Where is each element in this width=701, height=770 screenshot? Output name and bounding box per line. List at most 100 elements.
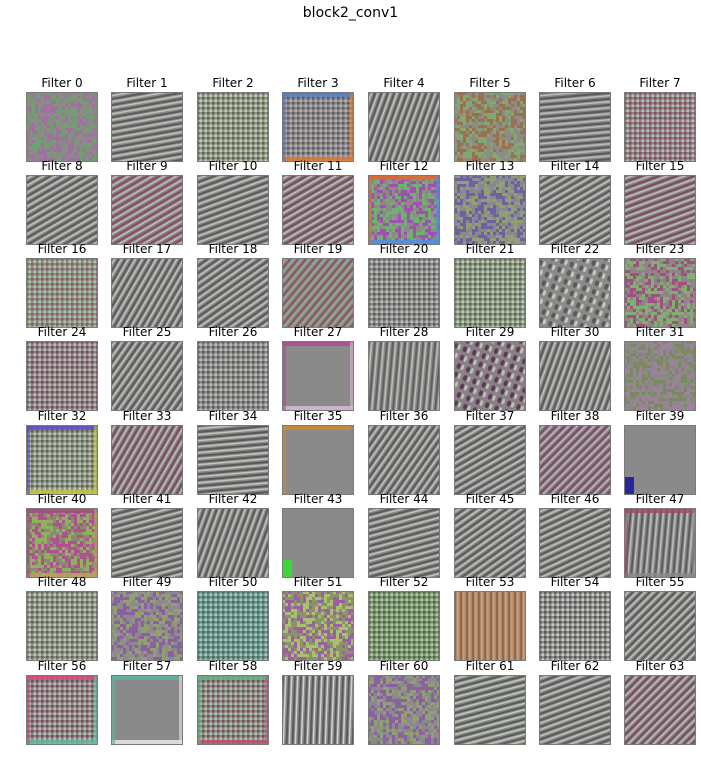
filter-caption: Filter 10 [208, 159, 258, 173]
filter-image [368, 591, 440, 661]
filter-caption: Filter 37 [465, 409, 515, 423]
filter-caption: Filter 20 [379, 242, 429, 256]
filter-image [282, 508, 354, 578]
filter-image [26, 675, 98, 745]
filter-caption: Filter 12 [379, 159, 429, 173]
filter-caption: Filter 4 [383, 76, 425, 90]
filter-caption: Filter 1 [126, 76, 168, 90]
filter-image [26, 92, 98, 162]
filter-caption: Filter 27 [293, 325, 343, 339]
filter-image [539, 175, 611, 245]
filter-caption: Filter 34 [208, 409, 258, 423]
filter-caption: Filter 50 [208, 575, 258, 589]
filter-image [368, 675, 440, 745]
filter-caption: Filter 28 [379, 325, 429, 339]
filter-caption: Filter 38 [550, 409, 600, 423]
filter-caption: Filter 19 [293, 242, 343, 256]
filter-image [368, 175, 440, 245]
filter-image [111, 341, 183, 411]
filter-caption: Filter 39 [635, 409, 685, 423]
filter-caption: Filter 60 [379, 659, 429, 673]
filter-caption: Filter 56 [37, 659, 87, 673]
filter-image [368, 92, 440, 162]
filter-image [197, 425, 269, 495]
filter-caption: Filter 21 [465, 242, 515, 256]
filter-caption: Filter 44 [379, 492, 429, 506]
filter-image [624, 92, 696, 162]
filter-caption: Filter 59 [293, 659, 343, 673]
filter-image [26, 425, 98, 495]
filter-image [111, 425, 183, 495]
filter-image [539, 92, 611, 162]
filter-caption: Filter 3 [297, 76, 339, 90]
filter-image [624, 425, 696, 495]
filter-caption: Filter 36 [379, 409, 429, 423]
filter-caption: Filter 9 [126, 159, 168, 173]
filter-caption: Filter 26 [208, 325, 258, 339]
filter-image [111, 591, 183, 661]
filter-image [539, 258, 611, 328]
filter-caption: Filter 14 [550, 159, 600, 173]
filter-image [111, 675, 183, 745]
filter-image [26, 258, 98, 328]
filter-caption: Filter 8 [41, 159, 83, 173]
filter-image [282, 591, 354, 661]
filter-image [111, 92, 183, 162]
filter-image [197, 508, 269, 578]
filter-caption: Filter 62 [550, 659, 600, 673]
filter-image [539, 508, 611, 578]
filter-caption: Filter 61 [465, 659, 515, 673]
filter-image [624, 341, 696, 411]
filter-caption: Filter 54 [550, 575, 600, 589]
filter-image [454, 92, 526, 162]
filter-caption: Filter 6 [554, 76, 596, 90]
filter-image [197, 341, 269, 411]
filter-caption: Filter 5 [469, 76, 511, 90]
filter-image [454, 258, 526, 328]
filter-caption: Filter 51 [293, 575, 343, 589]
filter-image [454, 508, 526, 578]
filter-image [368, 425, 440, 495]
filter-image [197, 258, 269, 328]
filter-image [368, 508, 440, 578]
filter-image [454, 425, 526, 495]
filter-image [539, 591, 611, 661]
filter-caption: Filter 41 [122, 492, 172, 506]
filter-caption: Filter 15 [635, 159, 685, 173]
filter-image [539, 425, 611, 495]
filter-caption: Filter 22 [550, 242, 600, 256]
filter-image [26, 508, 98, 578]
filter-image [624, 175, 696, 245]
filter-caption: Filter 31 [635, 325, 685, 339]
filter-image [454, 675, 526, 745]
figure-title: block2_conv1 [302, 5, 399, 21]
filter-image [454, 175, 526, 245]
filter-caption: Filter 47 [635, 492, 685, 506]
filter-image [197, 675, 269, 745]
filter-caption: Filter 42 [208, 492, 258, 506]
filter-caption: Filter 23 [635, 242, 685, 256]
filter-image [26, 591, 98, 661]
filter-caption: Filter 48 [37, 575, 87, 589]
filter-caption: Filter 0 [41, 76, 83, 90]
filter-image [539, 341, 611, 411]
filter-image [26, 341, 98, 411]
filter-image [197, 92, 269, 162]
filter-image [368, 258, 440, 328]
filter-caption: Filter 32 [37, 409, 87, 423]
filter-caption: Filter 13 [465, 159, 515, 173]
filter-caption: Filter 25 [122, 325, 172, 339]
filter-image [368, 341, 440, 411]
filter-image [282, 92, 354, 162]
filter-caption: Filter 35 [293, 409, 343, 423]
filter-image [197, 175, 269, 245]
filter-caption: Filter 52 [379, 575, 429, 589]
filter-image [539, 675, 611, 745]
filter-image [111, 258, 183, 328]
filter-caption: Filter 46 [550, 492, 600, 506]
filter-caption: Filter 58 [208, 659, 258, 673]
filter-caption: Filter 17 [122, 242, 172, 256]
filter-image [624, 508, 696, 578]
filter-caption: Filter 53 [465, 575, 515, 589]
filter-caption: Filter 24 [37, 325, 87, 339]
